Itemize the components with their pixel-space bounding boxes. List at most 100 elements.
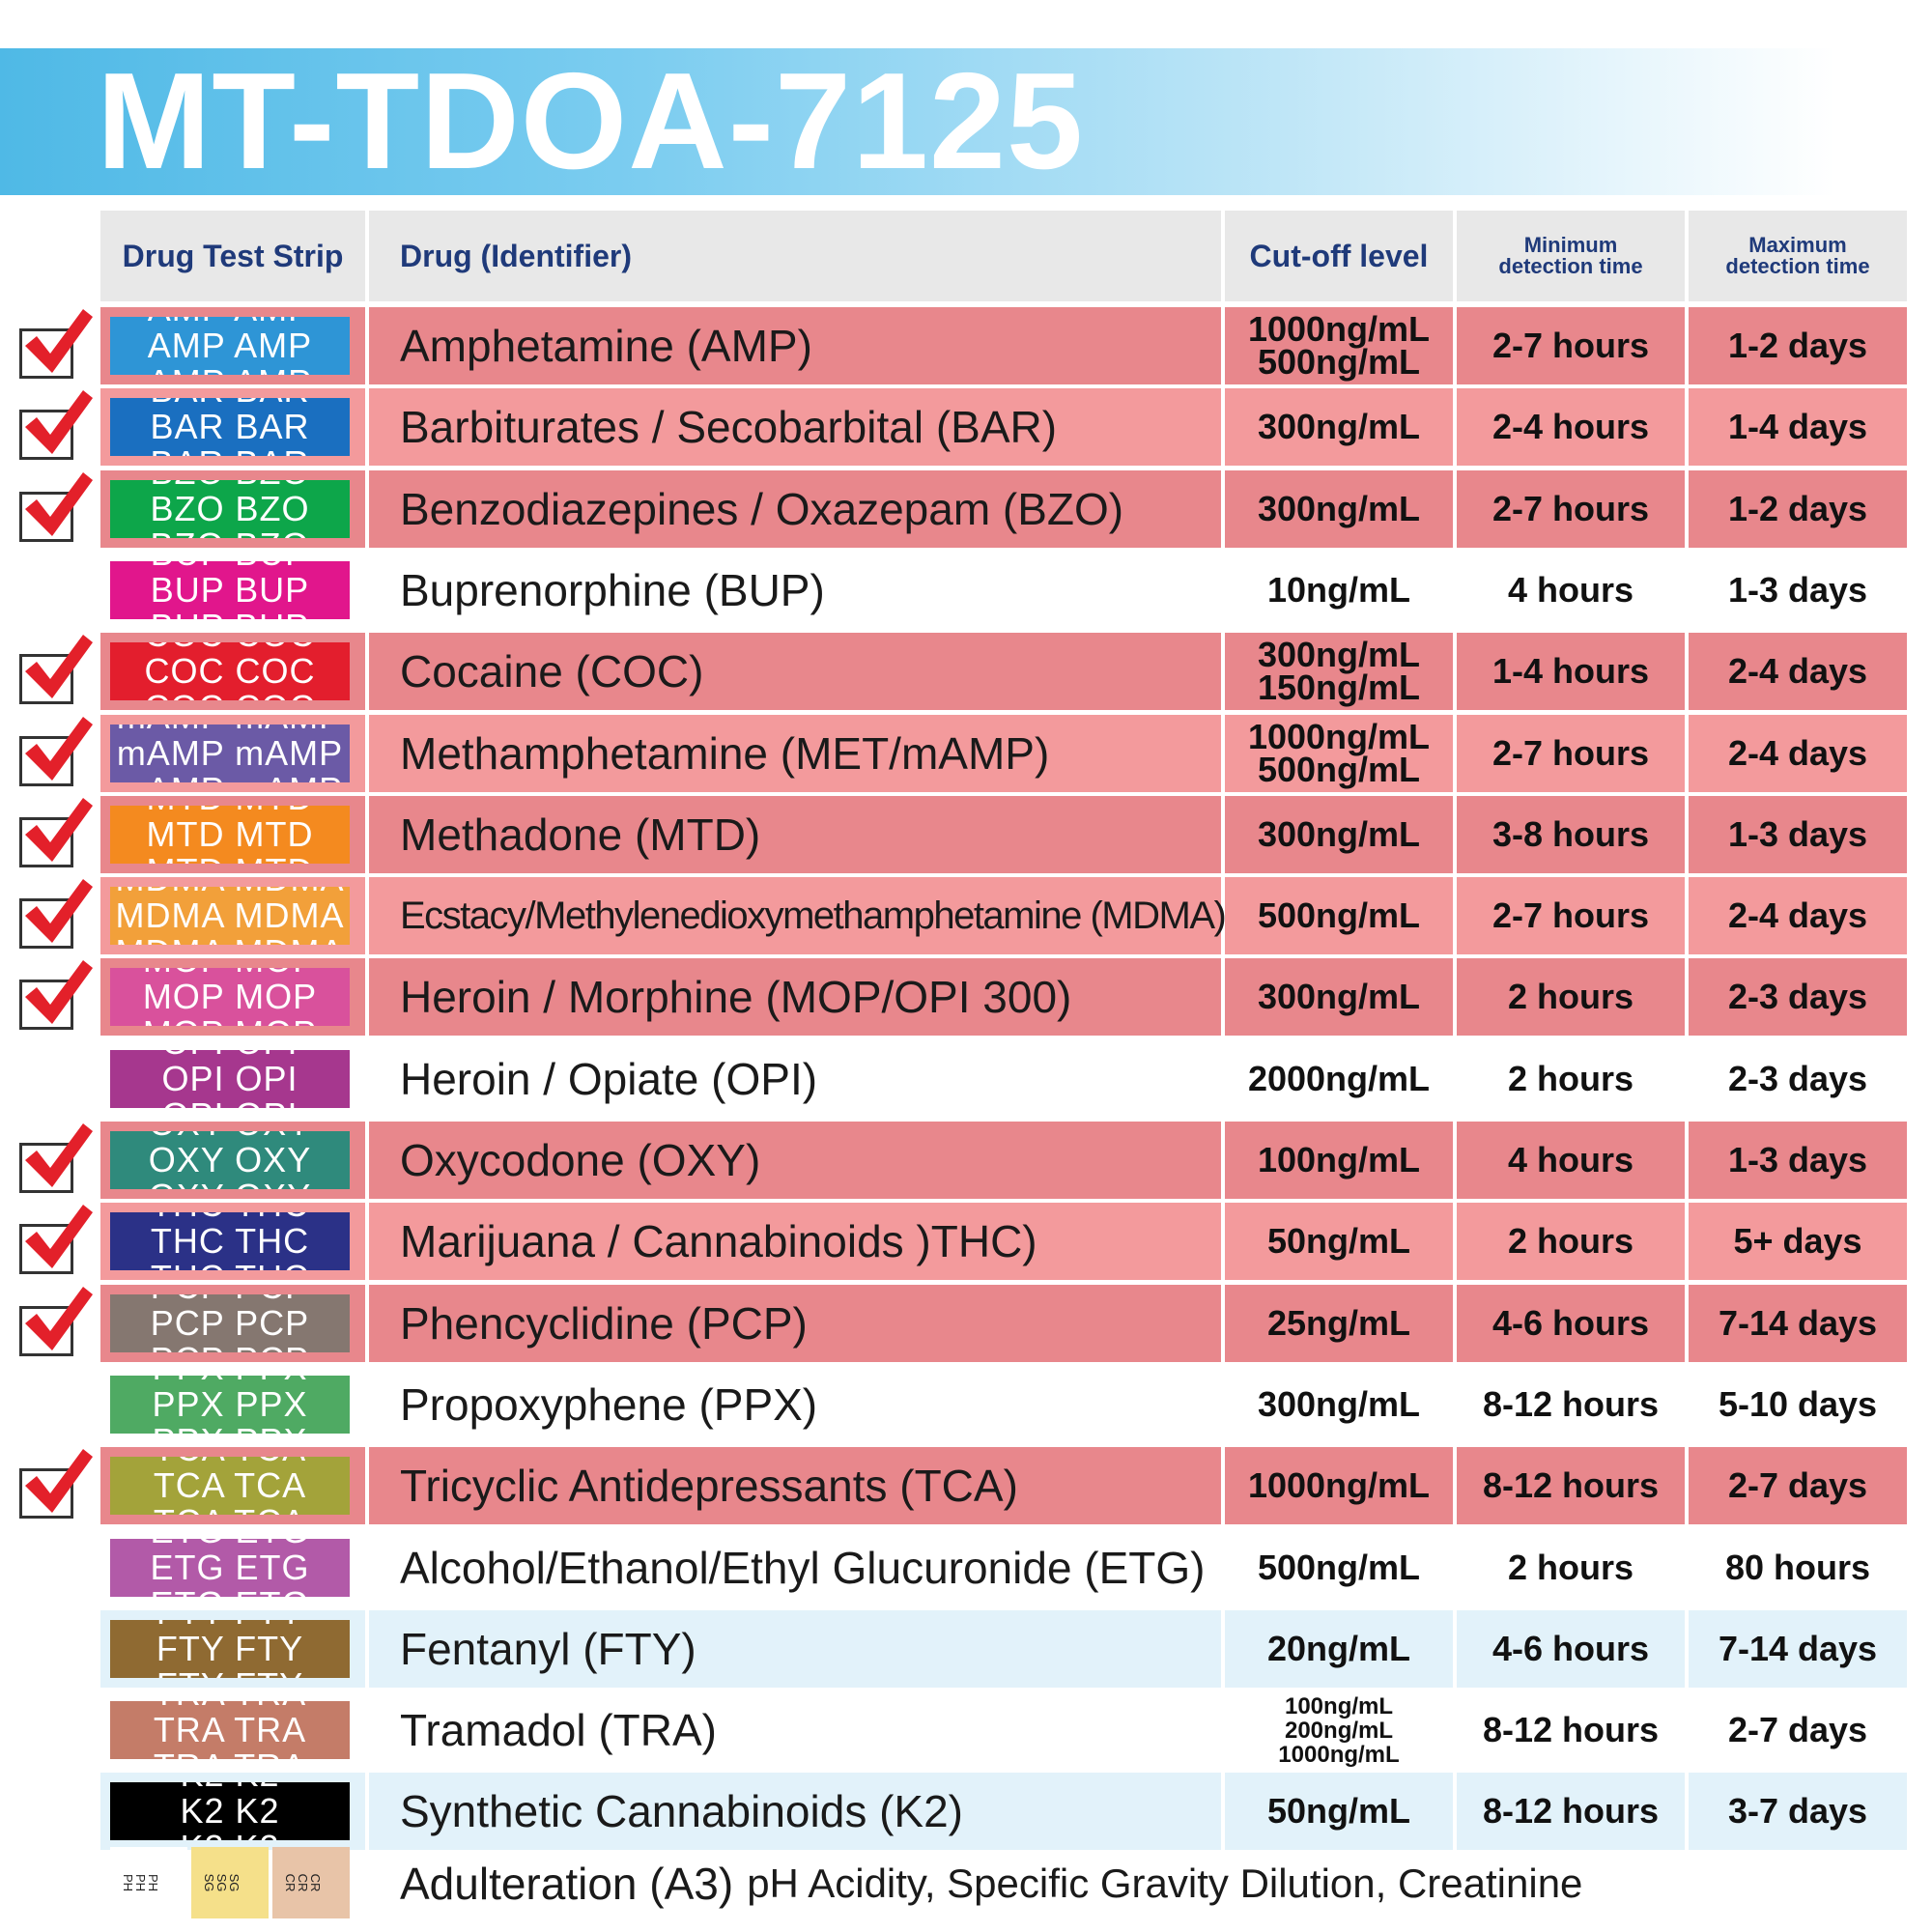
drug-name: Amphetamine (AMP) (369, 307, 1221, 384)
drug-name: Oxycodone (OXY) (369, 1122, 1221, 1199)
strip-code-label: TCA TCA (153, 1465, 307, 1506)
checkmark-icon (25, 1286, 93, 1350)
header-max-line2: detection time (1725, 254, 1870, 278)
header-cutoff-label: Cut-off level (1249, 238, 1429, 273)
drug-name: Synthetic Cannabinoids (K2) (369, 1773, 1221, 1851)
strip-code-label: BZO BZO (110, 527, 350, 538)
strip-code-label: PPX PPX (110, 1423, 350, 1434)
adulteration-pad-label: SG (227, 1874, 242, 1892)
cutoff-value: 500ng/mL (1257, 1547, 1421, 1587)
header-cutoff: Cut-off level (1225, 211, 1453, 301)
strip-code-label: PCP PCP (150, 1302, 310, 1343)
adulteration-pad-label: CR (308, 1874, 323, 1892)
min-detection-time: 4-6 hours (1457, 1284, 1685, 1362)
strip-code-label: ETG ETG (150, 1547, 310, 1587)
drug-name: Marijuana / Cannabinoids )THC) (369, 1203, 1221, 1281)
cutoff-value: 100ng/mL (1257, 1140, 1421, 1179)
max-detection-time: 1-2 days (1689, 469, 1907, 548)
min-detection-time: 2-7 hours (1457, 307, 1685, 384)
adulteration-pad (191, 1847, 269, 1918)
strip-code-label: BZO BZO (110, 480, 350, 490)
cutoff-value: 1000ng/mL (1247, 716, 1431, 756)
strip-code-label: TCA TCA (110, 1505, 350, 1516)
min-detection-time: 8-12 hours (1457, 1447, 1685, 1525)
cutoff-value: 20ng/mL (1266, 1628, 1411, 1668)
strip-code-label: FTY FTY (156, 1628, 304, 1668)
strip-code-label: BUP BUP (150, 569, 310, 610)
strip-code-label: BAR BAR (150, 407, 310, 447)
strip-code-label: K2 K2 (110, 1831, 350, 1841)
strip-code-label: OXY OXY (110, 1179, 350, 1190)
cutoff-value: 300ng/mL (1257, 813, 1421, 854)
drug-name: Barbiturates / Secobarbital (BAR) (369, 388, 1221, 467)
strip-code-label: OPI OPI (110, 1050, 350, 1060)
min-detection-time: 2 hours (1457, 1039, 1685, 1118)
drug-name: Ecstacy/Methylenedioxymethamphetamine (M… (369, 877, 1227, 955)
header-min-detection: Minimum detection time (1457, 211, 1685, 301)
header-drug: Drug (Identifier) (369, 211, 1221, 301)
adulteration-pad-label: PH (146, 1874, 160, 1891)
adulteration-pad (110, 1847, 187, 1918)
strip-code-label: PPX PPX (152, 1383, 308, 1424)
header-strip-label: Drug Test Strip (122, 238, 344, 273)
drug-name: Methamphetamine (MET/mAMP) (369, 714, 1221, 792)
header-drug-label: Drug (Identifier) (400, 238, 632, 273)
cutoff-value: 50ng/mL (1266, 1791, 1411, 1832)
strip-code-label: MOP MOP (110, 968, 350, 978)
max-detection-time: 2-4 days (1689, 633, 1907, 711)
strip-code-label: OXY OXY (148, 1140, 312, 1179)
max-detection-time: 5+ days (1689, 1203, 1907, 1281)
max-detection-time: 1-3 days (1689, 551, 1907, 629)
cutoff-level: 300ng/mL (1225, 1365, 1453, 1443)
adulteration-pad (272, 1847, 350, 1918)
drug-name: Heroin / Morphine (MOP/OPI 300) (369, 958, 1221, 1037)
checkmark-icon (25, 797, 93, 862)
cutoff-level: 300ng/mL (1225, 388, 1453, 467)
max-detection-time: 2-3 days (1689, 958, 1907, 1037)
strip-code-label: FTY FTY (110, 1667, 350, 1678)
max-detection-time: 7-14 days (1689, 1609, 1907, 1688)
strip-code-label: MDMA MDMA (110, 887, 350, 896)
header-min-line2: detection time (1498, 254, 1643, 278)
min-detection-time: 4 hours (1457, 551, 1685, 629)
cutoff-level: 1000ng/mL 500ng/mL (1225, 307, 1453, 384)
cutoff-value: 1000ng/mL (1247, 1465, 1431, 1506)
title-banner (0, 48, 1835, 195)
max-detection-time: 2-3 days (1689, 1039, 1907, 1118)
checkmark-icon (25, 471, 93, 536)
max-detection-time: 2-4 days (1689, 714, 1907, 792)
cutoff-level: 25ng/mL (1225, 1284, 1453, 1362)
min-detection-time: 2 hours (1457, 958, 1685, 1037)
header-min-line1: Minimum (1523, 233, 1618, 257)
header-strip: Drug Test Strip (100, 211, 365, 301)
cutoff-level: 300ng/mL 150ng/mL (1225, 633, 1453, 711)
max-detection-time: 1-3 days (1689, 795, 1907, 873)
adulteration-row: PH PH PH SG SG SG CR CR CR Adulteration (A3) pH … (0, 1845, 1932, 1922)
cutoff-value: 200ng/mL (1284, 1717, 1394, 1744)
strip-code-label: FTY FTY (110, 1620, 350, 1630)
